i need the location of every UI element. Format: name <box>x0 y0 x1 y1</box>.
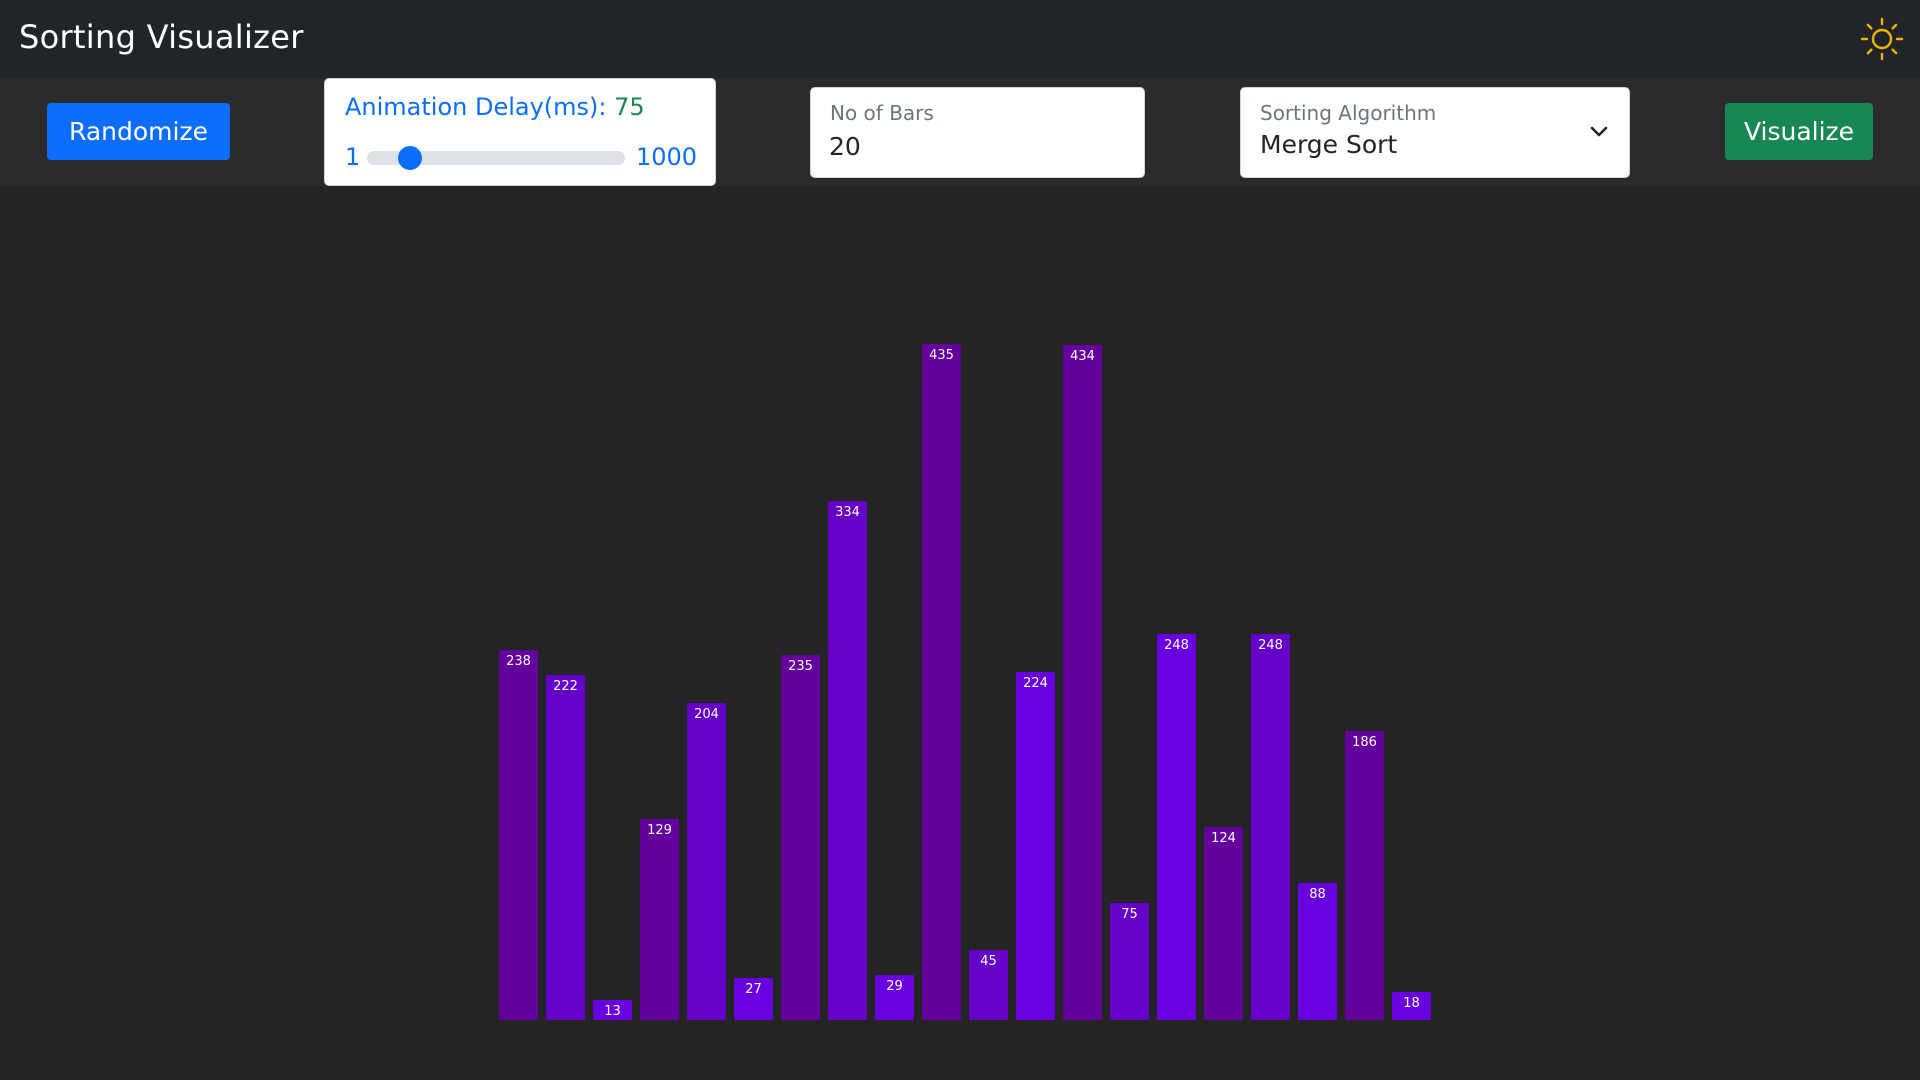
bar-value-label: 88 <box>1309 887 1326 902</box>
chart-bar: 18 <box>1392 992 1431 1020</box>
app-title: Sorting Visualizer <box>19 18 304 56</box>
bar-value-label: 29 <box>886 979 903 994</box>
chevron-down-icon <box>1587 120 1611 144</box>
bar-value-label: 18 <box>1403 996 1420 1011</box>
chart-bar: 248 <box>1157 634 1196 1020</box>
chart-bar: 75 <box>1110 903 1149 1020</box>
bar-value-label: 434 <box>1070 349 1095 364</box>
animation-delay-value: 75 <box>614 93 645 121</box>
chart-bar: 248 <box>1251 634 1290 1020</box>
bar-value-label: 186 <box>1352 735 1377 750</box>
bar-value-label: 124 <box>1211 831 1236 846</box>
bar-value-label: 334 <box>835 505 860 520</box>
bar-value-label: 45 <box>980 954 997 969</box>
animation-delay-label: Animation Delay(ms): 75 <box>345 93 645 121</box>
bar-value-label: 75 <box>1121 907 1138 922</box>
bar-count-field[interactable]: No of Bars <box>810 87 1145 178</box>
chart-bar: 434 <box>1063 345 1102 1020</box>
bar-count-input[interactable] <box>829 128 1119 164</box>
algorithm-label: Sorting Algorithm <box>1260 101 1437 125</box>
bar-value-label: 224 <box>1023 676 1048 691</box>
algorithm-selected-value: Merge Sort <box>1260 130 1398 159</box>
visualize-button[interactable]: Visualize <box>1725 103 1873 160</box>
chart-bar: 129 <box>640 819 679 1020</box>
animation-delay-control: Animation Delay(ms): 75 1 1000 <box>324 78 716 186</box>
slider-min-label: 1 <box>345 143 361 171</box>
chart-bar: 88 <box>1298 883 1337 1020</box>
chart-bar: 27 <box>734 978 773 1020</box>
bar-value-label: 222 <box>553 679 578 694</box>
bar-value-label: 435 <box>929 348 954 363</box>
animation-delay-label-text: Animation Delay(ms): <box>345 93 615 121</box>
randomize-button[interactable]: Randomize <box>47 103 230 160</box>
sun-icon[interactable] <box>1860 17 1904 61</box>
chart-bar: 435 <box>922 344 961 1020</box>
bar-chart: 238 222 13 129 204 27 235 334 29 435 45 224 434 75 248… <box>0 186 1920 1080</box>
chart-bar: 13 <box>593 1000 632 1020</box>
chart-bar: 238 <box>499 650 538 1020</box>
chart-bar: 222 <box>546 675 585 1020</box>
chart-bar: 186 <box>1345 731 1384 1020</box>
chart-bar: 29 <box>875 975 914 1020</box>
bar-count-label: No of Bars <box>830 101 934 125</box>
bar-value-label: 13 <box>604 1004 621 1019</box>
slider-max-label: 1000 <box>636 143 698 171</box>
slider-thumb[interactable] <box>397 146 422 170</box>
bar-value-label: 129 <box>647 823 672 838</box>
chart-bar: 45 <box>969 950 1008 1020</box>
bar-value-label: 238 <box>506 654 531 669</box>
bar-value-label: 248 <box>1164 638 1189 653</box>
bar-value-label: 204 <box>694 707 719 722</box>
chart-bar: 124 <box>1204 827 1243 1020</box>
chart-bar: 204 <box>687 703 726 1020</box>
bar-value-label: 235 <box>788 659 813 674</box>
algorithm-select[interactable]: Sorting Algorithm Merge Sort <box>1240 87 1630 178</box>
animation-delay-slider[interactable] <box>367 146 625 170</box>
chart-bar: 334 <box>828 501 867 1020</box>
bar-value-label: 27 <box>745 982 762 997</box>
navbar: Sorting Visualizer <box>0 0 1920 78</box>
chart-bar: 224 <box>1016 672 1055 1020</box>
chart-bar: 235 <box>781 655 820 1020</box>
bar-value-label: 248 <box>1258 638 1283 653</box>
